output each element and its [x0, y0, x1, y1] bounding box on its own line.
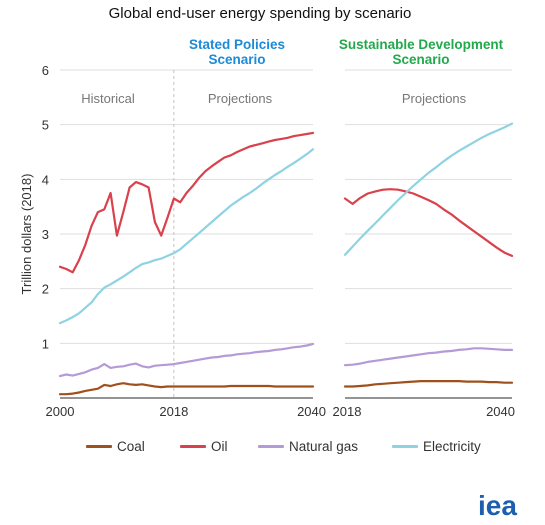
legend-swatch-oil: [180, 444, 206, 448]
legend-label-oil: Oil: [211, 438, 228, 454]
y-tick-label-1: 1: [42, 336, 49, 351]
sustainable-development-series-coal-line: [343, 380, 514, 388]
stated-policies-annotation-projections: Projections: [208, 91, 273, 106]
stated-policies-annotation-historical: Historical: [81, 91, 135, 106]
stated-policies-x-tick-label-2018: 2018: [159, 404, 188, 419]
stated-policies-x-tick-label-2040: 2040: [297, 404, 326, 419]
iea-logo: iea: [478, 492, 517, 520]
sustainable-development-title-line-2: Scenario: [392, 52, 449, 67]
sustainable-development-series-electricity-line: [343, 122, 514, 256]
y-tick-label-6: 6: [42, 63, 49, 78]
iea-logo-text: iea: [478, 492, 517, 520]
legend-swatch-natural-gas: [258, 444, 284, 448]
legend-label-electricity: Electricity: [423, 438, 481, 454]
legend-swatch-coal: [86, 444, 112, 448]
energy-spending-chart: 1 2 3 4 5 6 Trillion dollars (2018) 2000 2018 204…: [19, 37, 515, 419]
stated-policies-series-coal-line: [58, 382, 315, 396]
axes: [60, 70, 512, 399]
sustainable-development-series-oil-line: [343, 188, 514, 257]
stated-policies-title-line-1: Stated Policies: [189, 37, 285, 52]
legend-item-coal: Coal: [86, 436, 145, 456]
sustainable-development-title-line-1: Sustainable Development: [339, 37, 504, 52]
stated-policies-title-line-2: Scenario: [208, 52, 265, 67]
series-lines: [58, 122, 514, 396]
legend-item-natural-gas: Natural gas: [258, 436, 358, 456]
legend-item-oil: Oil: [180, 436, 228, 456]
y-tick-label-3: 3: [42, 227, 49, 242]
gridlines: [60, 69, 512, 344]
stated-policies-series-electricity-line: [58, 148, 315, 325]
y-tick-label-4: 4: [42, 172, 49, 187]
stated-policies-x-tick-label-2000: 2000: [46, 404, 75, 419]
sustainable-development-annotation-projections: Projections: [402, 91, 467, 106]
legend-swatch-electricity: [392, 444, 418, 448]
stated-policies-series-natural-gas-line: [58, 342, 315, 378]
legend: Coal Oil Natural gas Electricity: [0, 436, 545, 458]
stated-policies-series-oil-line: [58, 131, 315, 274]
chart-title: Global end-user energy spending by scena…: [108, 5, 412, 22]
legend-item-electricity: Electricity: [392, 436, 481, 456]
chart-labels: 1 2 3 4 5 6 Trillion dollars (2018) 2000 2018 204…: [19, 37, 515, 419]
y-tick-label-5: 5: [42, 118, 49, 133]
y-tick-label-2: 2: [42, 282, 49, 297]
legend-label-natural-gas: Natural gas: [289, 438, 359, 454]
legend-label-coal: Coal: [117, 438, 145, 454]
sustainable-development-x-tick-label-2040: 2040: [486, 404, 515, 419]
y-axis-label: Trillion dollars (2018): [19, 174, 34, 295]
sustainable-development-series-natural-gas-line: [343, 347, 514, 367]
sustainable-development-x-tick-label-2018: 2018: [333, 404, 362, 419]
